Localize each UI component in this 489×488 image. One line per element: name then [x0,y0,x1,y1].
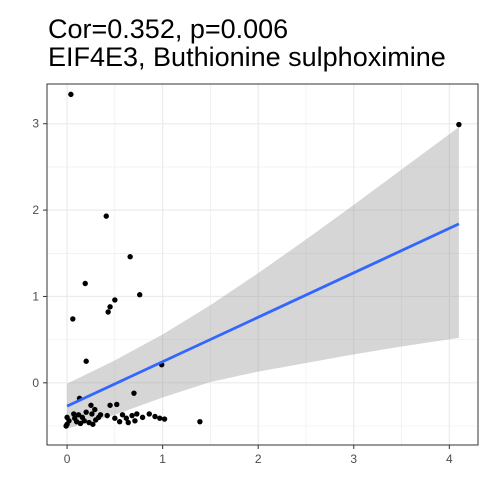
data-point [70,316,76,322]
data-point [103,213,109,219]
data-point [119,412,126,418]
y-tick-label: 0 [32,376,39,390]
data-point [92,406,98,413]
data-point [68,91,74,98]
x-tick-label: 3 [350,452,357,466]
x-tick-label: 1 [159,452,166,466]
panel-border [46,83,479,446]
data-point [116,418,123,425]
data-point [152,413,158,420]
data-point [105,309,111,315]
chart-subtitle: EIF4E3, Buthionine sulphoximine [48,42,446,72]
data-point [63,423,69,429]
data-point [131,390,137,396]
data-point [77,420,84,427]
data-point [81,418,87,424]
y-tick-label: 3 [32,117,39,131]
x-tick-label: 4 [446,452,453,466]
data-point [71,411,77,417]
data-point [112,297,118,303]
x-tick-label: 0 [64,452,71,466]
data-point [134,411,140,417]
data-point [112,415,118,421]
data-point [197,418,203,425]
data-point [90,421,96,427]
data-point [75,412,82,418]
data-point [114,401,120,408]
data-point [456,121,462,128]
data-point [125,419,131,426]
confidence-band [67,127,459,429]
data-point [107,402,113,408]
data-point [157,415,163,421]
data-point [107,304,113,310]
data-point [161,416,168,422]
regression-line [66,222,460,408]
plot-panel [47,84,478,445]
data-point [82,280,88,287]
data-point [129,412,135,419]
data-point [123,415,130,421]
x-tick-label: 2 [255,452,262,466]
chart-title: Cor=0.352, p=0.006 [48,14,289,44]
data-point [83,358,89,364]
data-point [146,411,152,417]
y-tick-label: 1 [32,289,39,303]
data-point [93,417,99,423]
data-point [127,254,133,260]
data-point [88,402,94,408]
y-tick-label: 2 [32,203,39,217]
data-point [139,414,146,421]
data-point [132,418,138,424]
data-point [83,409,89,415]
data-point [136,292,143,298]
data-point [89,411,95,417]
data-point [104,412,110,419]
